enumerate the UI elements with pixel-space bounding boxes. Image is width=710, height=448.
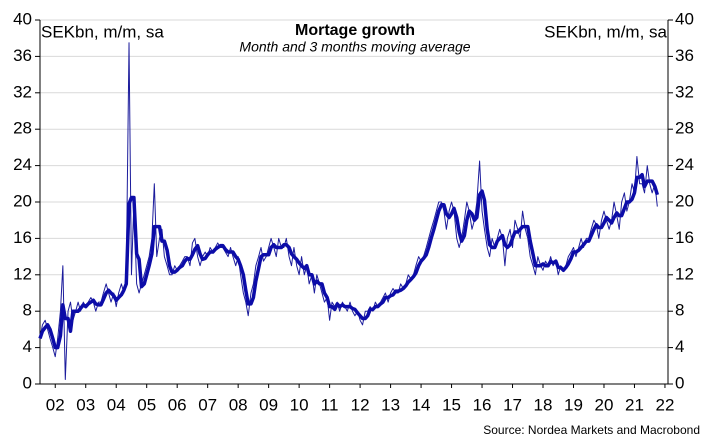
y2-tick-label: 16 (675, 228, 694, 247)
x-tick-label: 20 (595, 395, 614, 414)
y2-tick-label: 40 (675, 9, 694, 28)
x-tick-label: 06 (168, 395, 187, 414)
y2-tick-label: 4 (675, 337, 684, 356)
y2-tick-label: 12 (675, 264, 694, 283)
y2-tick-label: 24 (675, 155, 694, 174)
chart-subtitle: Month and 3 months moving average (239, 39, 470, 55)
y-tick-label: 0 (23, 373, 32, 392)
x-tick-label: 04 (107, 395, 126, 414)
x-tick-label: 17 (503, 395, 522, 414)
x-tick-label: 18 (534, 395, 553, 414)
source-note: Source: Nordea Markets and Macrobond (483, 423, 700, 437)
x-tick-label: 05 (137, 395, 156, 414)
x-tick-label: 12 (351, 395, 370, 414)
x-tick-label: 21 (625, 395, 644, 414)
y-tick-label: 16 (13, 228, 32, 247)
y-tick-label: 36 (13, 46, 32, 65)
x-tick-label: 03 (76, 395, 95, 414)
y2-axis-label: SEKbn, m/m, sa (544, 22, 667, 41)
series-line (38, 172, 660, 350)
y2-tick-label: 0 (675, 373, 684, 392)
y-tick-label: 32 (13, 82, 32, 101)
x-tick-label: 02 (46, 395, 65, 414)
y-tick-label: 12 (13, 264, 32, 283)
y2-tick-label: 8 (675, 301, 684, 320)
x-tick-label: 11 (321, 395, 339, 414)
x-tick-label: 09 (259, 395, 278, 414)
y-tick-label: 40 (13, 9, 32, 28)
x-tick-label: 13 (381, 395, 400, 414)
x-tick-label: 14 (412, 395, 431, 414)
x-tick-label: 22 (655, 395, 674, 414)
y-tick-label: 4 (23, 337, 32, 356)
chart-title: Mortage growth (295, 22, 415, 39)
x-tick-label: 16 (473, 395, 492, 414)
x-tick-label: 08 (229, 395, 248, 414)
y2-tick-label: 28 (675, 119, 694, 138)
y-tick-label: 24 (13, 155, 32, 174)
x-tick-label: 19 (564, 395, 583, 414)
y-tick-label: 20 (13, 191, 32, 210)
y2-tick-label: 36 (675, 46, 694, 65)
x-tick-label: 07 (198, 395, 217, 414)
y-tick-label: 28 (13, 119, 32, 138)
x-tick-label: 15 (442, 395, 461, 414)
y-axis-label: SEKbn, m/m, sa (41, 22, 164, 41)
y-tick-label: 8 (23, 301, 32, 320)
x-tick-label: 10 (290, 395, 309, 414)
y2-tick-label: 32 (675, 82, 694, 101)
y2-tick-label: 20 (675, 191, 694, 210)
